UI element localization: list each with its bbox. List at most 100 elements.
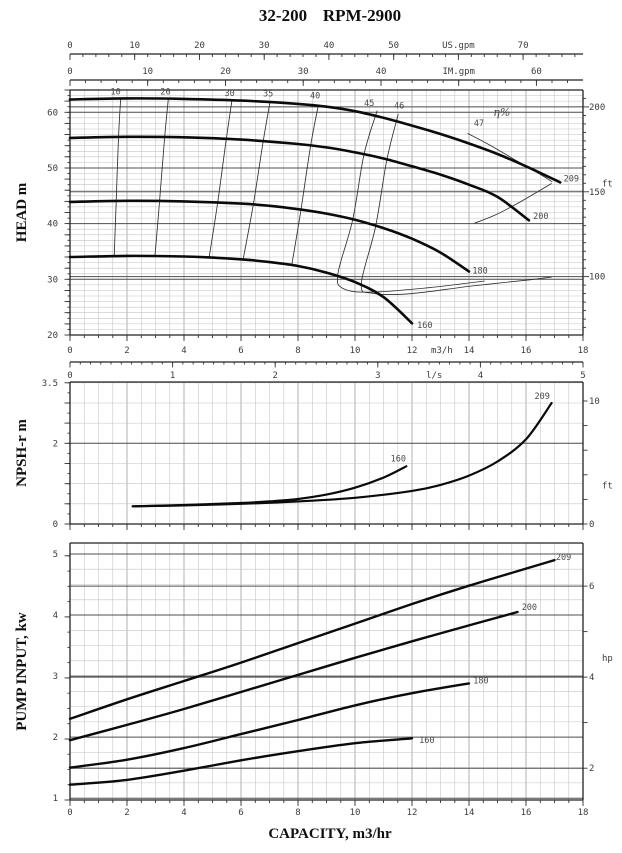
efficiency-line-x: [474, 183, 552, 224]
svg-text:4: 4: [53, 611, 58, 621]
svg-text:16: 16: [521, 808, 532, 818]
svg-text:16: 16: [521, 346, 532, 356]
svg-text:2: 2: [589, 764, 594, 774]
svg-text:180: 180: [473, 676, 488, 686]
svg-text:30: 30: [259, 41, 270, 51]
svg-text:160: 160: [391, 455, 406, 465]
svg-text:3.5: 3.5: [42, 379, 58, 389]
svg-text:0: 0: [67, 346, 72, 356]
us-gpm-axis: 0 10 20 30 40 50 US.gpm 70: [67, 41, 583, 60]
svg-text:10: 10: [350, 346, 361, 356]
svg-text:5: 5: [580, 371, 585, 381]
svg-text:18: 18: [578, 808, 589, 818]
im-gpm-axis: 0 10 20 30 40 IM.gpm 60: [67, 67, 583, 86]
svg-text:30: 30: [47, 275, 58, 285]
svg-text:US.gpm: US.gpm: [442, 41, 475, 51]
svg-text:8: 8: [295, 346, 300, 356]
pump-rpm-label: RPM-2900: [322, 6, 402, 25]
svg-text:IM.gpm: IM.gpm: [442, 67, 475, 77]
svg-text:18: 18: [578, 346, 589, 356]
svg-text:ft: ft: [602, 482, 613, 492]
page-title: 32-200 RPM-2900: [0, 6, 622, 28]
svg-text:14: 14: [464, 346, 475, 356]
svg-text:0: 0: [67, 371, 72, 381]
ls-axis: 0 1 2 3 l/s 4 5: [67, 361, 586, 381]
efficiency-line-30: [208, 100, 233, 258]
svg-text:200: 200: [522, 603, 537, 613]
power-curve-200: [68, 610, 519, 742]
svg-text:40: 40: [323, 41, 334, 51]
svg-text:1: 1: [53, 794, 58, 804]
svg-text:200: 200: [533, 212, 548, 222]
svg-text:10: 10: [110, 88, 120, 98]
power-curve-180: [68, 682, 471, 769]
svg-text:12: 12: [407, 346, 418, 356]
svg-text:209: 209: [556, 553, 571, 563]
svg-text:12: 12: [407, 808, 418, 818]
svg-text:ft: ft: [602, 180, 613, 190]
svg-text:209: 209: [564, 175, 579, 185]
svg-text:10: 10: [129, 41, 140, 51]
svg-text:160: 160: [417, 321, 432, 331]
svg-text:8: 8: [295, 808, 300, 818]
svg-text:6: 6: [589, 582, 594, 592]
svg-text:4: 4: [589, 673, 594, 683]
svg-text:6: 6: [238, 808, 243, 818]
efficiency-line-45: [336, 110, 485, 293]
efficiency-line-35: [242, 101, 271, 259]
svg-text:4: 4: [181, 808, 186, 818]
head-curve-200: [68, 135, 531, 222]
svg-text:CAPACITY, m3/hr: CAPACITY, m3/hr: [268, 826, 392, 842]
svg-text:3: 3: [375, 371, 380, 381]
svg-text:0: 0: [589, 520, 594, 530]
svg-text:20: 20: [160, 88, 170, 98]
svg-text:10: 10: [350, 808, 361, 818]
svg-text:10: 10: [589, 397, 600, 407]
svg-text:3: 3: [53, 672, 58, 682]
svg-text:4: 4: [181, 346, 186, 356]
npsh-curve-209: [131, 401, 553, 508]
svg-text:0: 0: [53, 520, 58, 530]
svg-text:0: 0: [67, 41, 72, 51]
efficiency-line-46: [360, 113, 552, 296]
svg-text:30: 30: [298, 67, 309, 77]
svg-text:2: 2: [124, 808, 129, 818]
svg-text:180: 180: [472, 266, 487, 276]
efficiency-line-20: [154, 98, 169, 257]
svg-text:50: 50: [388, 41, 399, 51]
svg-text:2: 2: [53, 733, 58, 743]
svg-text:160: 160: [419, 736, 434, 746]
svg-text:60: 60: [47, 108, 58, 118]
svg-text:35: 35: [263, 90, 273, 100]
head-curve-180: [68, 199, 471, 273]
svg-text:40: 40: [310, 91, 320, 101]
svg-text:30: 30: [224, 89, 234, 99]
power-curve-209: [68, 558, 556, 720]
svg-text:45: 45: [364, 99, 374, 109]
svg-text:200: 200: [589, 103, 605, 113]
head-curve-209: [68, 97, 562, 184]
npsh-chart: 0 2 3.5 0 10 ft NPSH-r m 160 209: [14, 379, 613, 530]
svg-text:2: 2: [272, 371, 277, 381]
svg-text:150: 150: [589, 188, 605, 198]
svg-text:47: 47: [474, 119, 484, 129]
svg-text:hp: hp: [602, 654, 613, 664]
svg-text:20: 20: [47, 331, 58, 341]
svg-text:10: 10: [142, 67, 153, 77]
efficiency-line-10: [113, 98, 122, 257]
svg-text:2: 2: [124, 346, 129, 356]
svg-text:40: 40: [47, 220, 58, 230]
pump-model-label: 32-200: [258, 6, 308, 25]
svg-text:4: 4: [478, 371, 483, 381]
svg-text:5: 5: [53, 550, 58, 560]
svg-text:0: 0: [67, 67, 72, 77]
power-curve-160: [68, 737, 414, 786]
svg-text:100: 100: [589, 273, 605, 283]
svg-text:20: 20: [194, 41, 205, 51]
svg-text:209: 209: [535, 392, 550, 402]
svg-text:46: 46: [394, 101, 404, 111]
svg-text:η%: η%: [493, 106, 510, 119]
head-curve-160: [68, 254, 414, 325]
